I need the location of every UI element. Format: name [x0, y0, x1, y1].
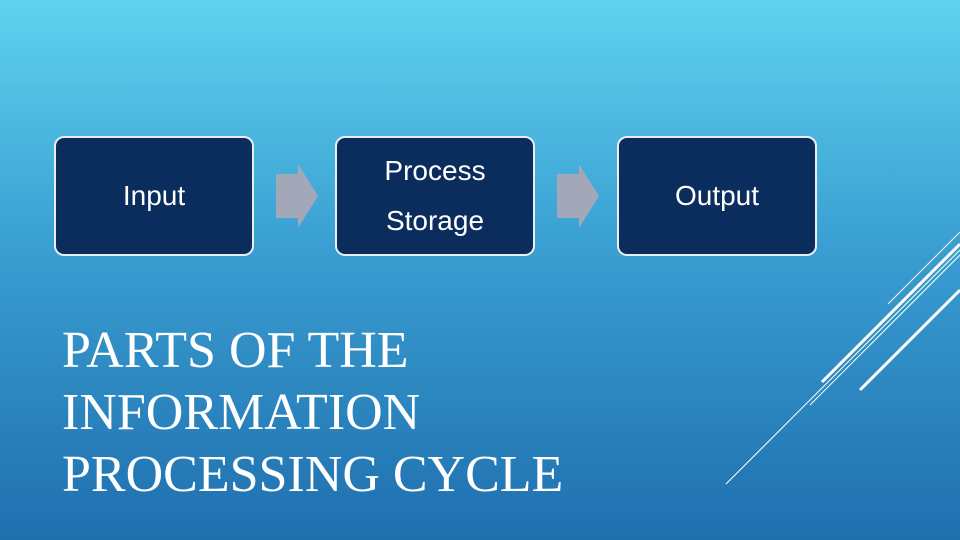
slide-title: PARTS OF THE INFORMATION PROCESSING CYCLE — [62, 320, 563, 506]
node-label: Storage — [385, 205, 485, 236]
node-box: Process Storage — [335, 136, 535, 256]
arrow — [276, 164, 318, 228]
title-line: PARTS OF THE — [62, 322, 409, 379]
title-line: PROCESSING CYCLE — [62, 446, 564, 503]
corner-lines — [725, 231, 960, 485]
node-label: Output — [674, 180, 760, 211]
node-box: Output — [617, 136, 817, 256]
node-box: Input — [54, 136, 254, 256]
node-label: Process — [384, 155, 486, 186]
arrow — [557, 164, 599, 228]
title-line: INFORMATION — [62, 384, 421, 441]
node-label: Input — [122, 180, 186, 211]
